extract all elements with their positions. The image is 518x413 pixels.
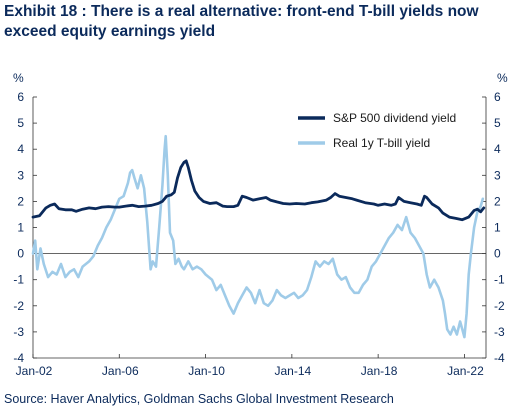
left-y-tick-label: 1 [17, 221, 24, 235]
right-y-tick-label: 4 [494, 142, 501, 156]
right-y-tick-label: -2 [494, 299, 505, 313]
chart-title: Exhibit 18 : There is a real alternative… [4, 3, 479, 40]
source-note: Source: Haver Analytics, Goldman Sachs G… [4, 392, 394, 406]
left-y-tick-label: -3 [13, 325, 24, 339]
right-y-tick-label: 0 [494, 247, 501, 261]
legend-label: S&P 500 dividend yield [333, 111, 456, 125]
right-y-tick-label: 5 [494, 116, 501, 130]
left-y-tick-label: 4 [17, 142, 24, 156]
right-y-tick-label: 6 [494, 90, 501, 104]
left-y-tick-label: -2 [13, 299, 24, 313]
x-tick-label: Jan-02 [16, 364, 53, 378]
series-line-tbill-yield [31, 134, 485, 339]
x-tick-label: Jan-18 [361, 364, 398, 378]
left-y-tick-label: 6 [17, 90, 24, 104]
chart-legend: S&P 500 dividend yield Real 1y T-bill yie… [298, 111, 456, 150]
right-y-tick-label: -3 [494, 325, 505, 339]
right-y-tick-label: -1 [494, 273, 505, 287]
x-tick-label: Jan-14 [275, 364, 312, 378]
x-tick-label: Jan-06 [102, 364, 139, 378]
axes-layer: % % -4 -4 -3 -3 -2 -2 -1 -1 0 0 1 1 2 2 3 3 4 4 5 5 6 6 Jan-02 Ja… [13, 71, 508, 378]
x-tick-label: Jan-10 [188, 364, 225, 378]
left-y-tick-label: 5 [17, 116, 24, 130]
right-y-tick-label: 1 [494, 221, 501, 235]
right-y-tick-label: -4 [494, 351, 505, 365]
right-axis-unit: % [497, 71, 508, 85]
left-y-tick-label: 0 [17, 247, 24, 261]
left-y-tick-label: -4 [13, 351, 24, 365]
left-y-tick-label: -1 [13, 273, 24, 287]
left-axis-unit: % [13, 71, 24, 85]
legend-label: Real 1y T-bill yield [333, 136, 430, 150]
x-tick-label: Jan-22 [447, 364, 484, 378]
series-layer [31, 134, 486, 339]
left-y-tick-label: 2 [17, 194, 24, 208]
right-y-tick-label: 2 [494, 194, 501, 208]
right-y-tick-label: 3 [494, 168, 501, 182]
series-line-dividend-yield [31, 159, 486, 222]
left-y-tick-label: 3 [17, 168, 24, 182]
